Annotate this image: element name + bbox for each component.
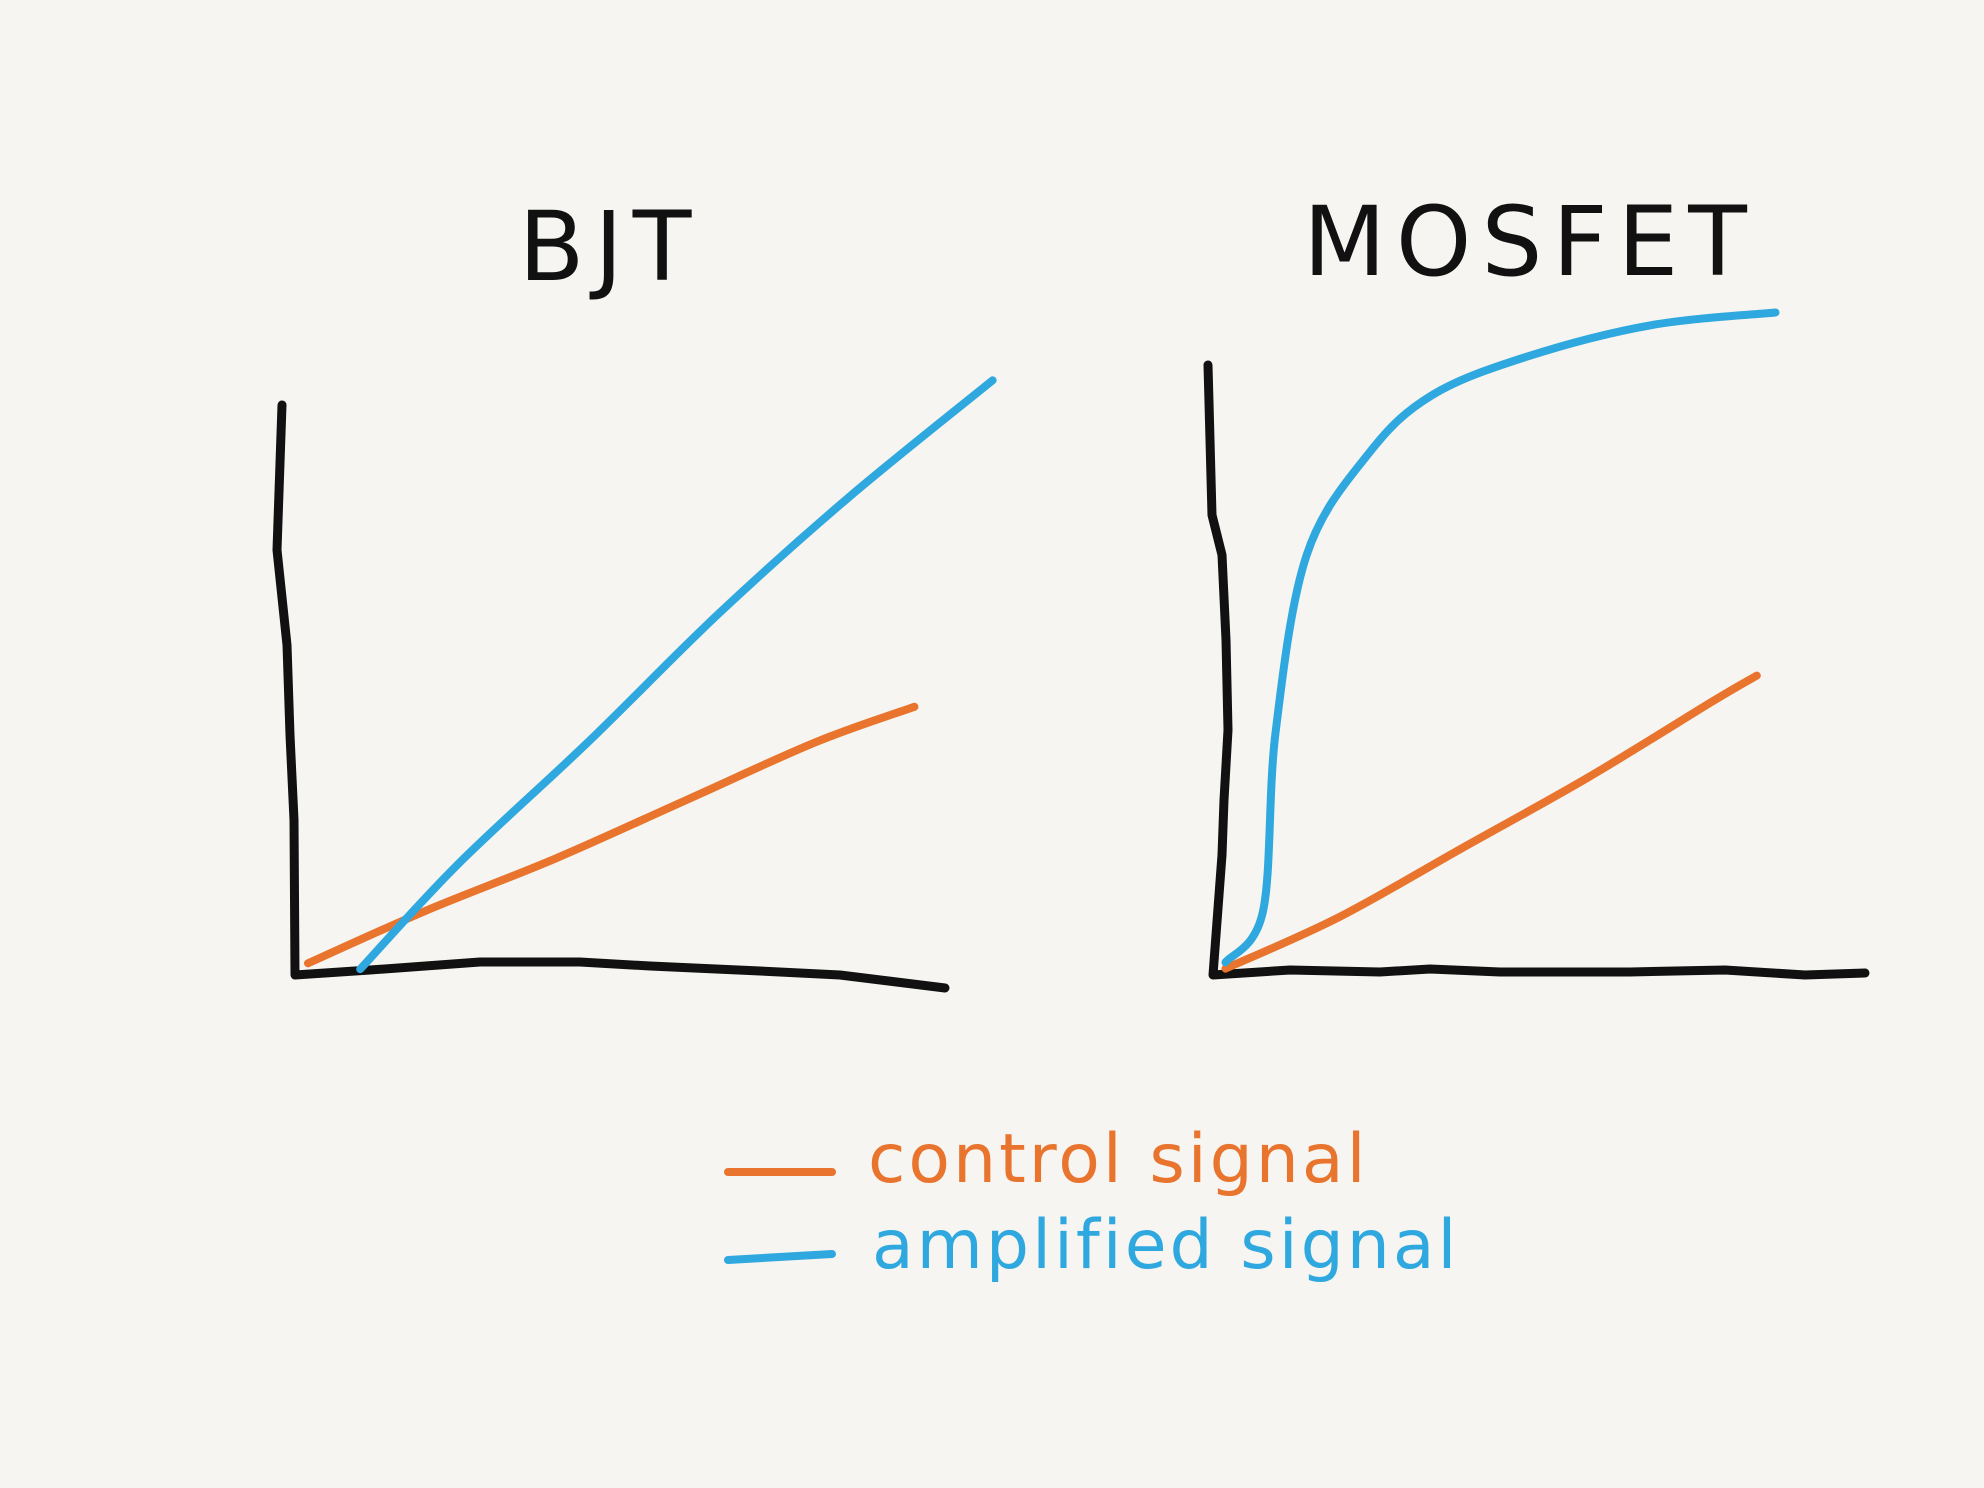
series-layer-mosfet bbox=[1221, 308, 1780, 973]
axes-bjt bbox=[272, 400, 950, 993]
series-line-control-signal-mosfet bbox=[1221, 671, 1761, 973]
legend-label-amplified: amplified signal bbox=[872, 1206, 1459, 1285]
chart-mosfet: MOSFET bbox=[1203, 186, 1870, 980]
chart-title-mosfet: MOSFET bbox=[1303, 186, 1757, 298]
legend-swatch-amplified bbox=[724, 1250, 836, 1264]
series-line-amplified-signal-mosfet bbox=[1221, 308, 1780, 967]
chart-title-bjt: BJT bbox=[519, 191, 702, 303]
legend-label-control: control signal bbox=[868, 1120, 1368, 1199]
series-line-amplified-signal-bjt bbox=[356, 376, 997, 974]
legend: control signal amplified signal bbox=[724, 1120, 1459, 1285]
axes-mosfet bbox=[1203, 360, 1870, 980]
chart-bjt: BJT bbox=[272, 191, 997, 993]
series-layer-bjt bbox=[304, 376, 997, 974]
